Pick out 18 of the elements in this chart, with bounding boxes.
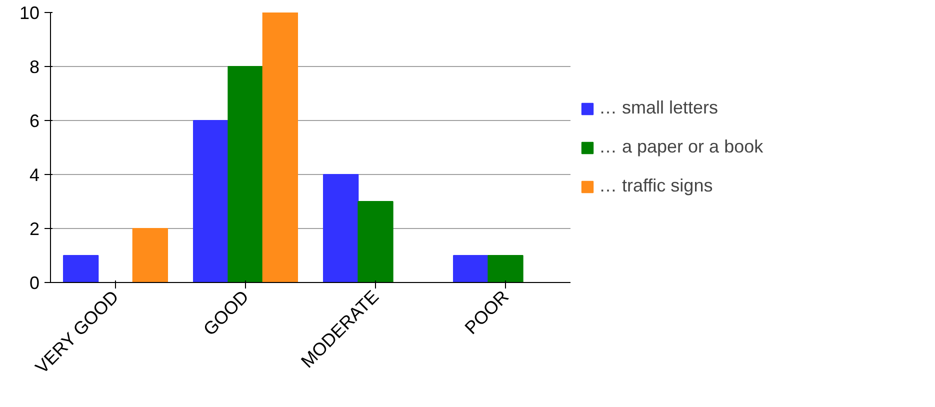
bar: [262, 12, 298, 282]
y-tick-label: 10: [19, 3, 40, 23]
bar: [132, 228, 168, 282]
y-tick-label: 0: [29, 273, 40, 293]
bar: [193, 120, 229, 282]
bar: [488, 255, 524, 282]
legend-label: … small letters: [599, 98, 718, 118]
legend-label: … a paper or a book: [599, 136, 764, 158]
bar: [228, 66, 264, 282]
y-tick-label: 8: [29, 57, 40, 77]
y-tick-label: 2: [29, 219, 40, 239]
bar: [63, 255, 99, 282]
legend-label: … traffic signs: [599, 176, 713, 196]
y-tick-label: 4: [29, 165, 40, 185]
y-tick-label: 6: [29, 111, 40, 131]
bar: [453, 255, 489, 282]
bar: [323, 174, 359, 282]
bar: [358, 201, 394, 282]
